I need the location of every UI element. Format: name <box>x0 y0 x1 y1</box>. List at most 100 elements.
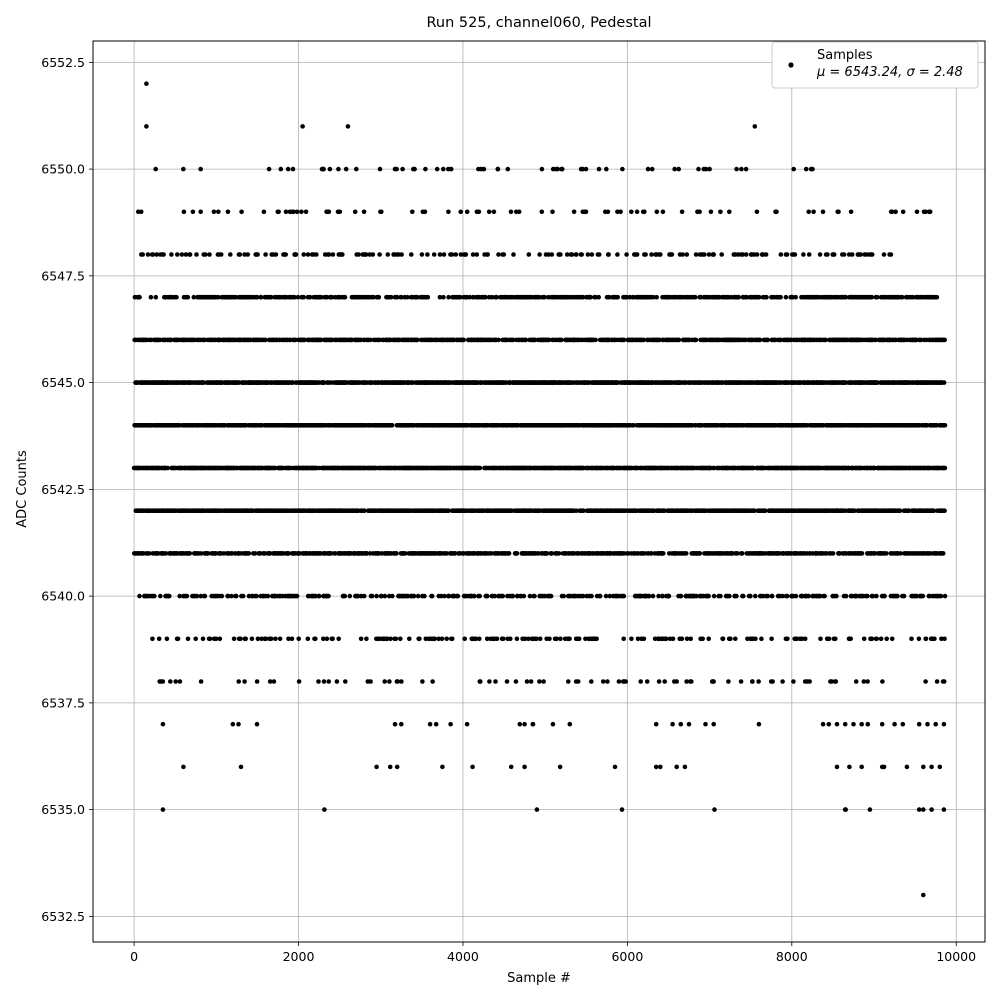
data-point <box>756 679 761 684</box>
data-point <box>833 636 838 642</box>
data-point <box>679 636 685 642</box>
data-point <box>830 551 836 556</box>
data-point <box>294 593 300 599</box>
data-point <box>603 593 609 599</box>
data-point <box>436 636 442 642</box>
data-point <box>656 679 662 684</box>
data-point <box>807 679 812 684</box>
data-point <box>706 636 711 642</box>
data-point <box>878 636 884 642</box>
data-point <box>576 636 582 642</box>
data-point <box>322 807 327 812</box>
data-point <box>638 679 643 684</box>
data-point <box>895 593 900 599</box>
data-point <box>510 593 516 599</box>
data-point <box>784 593 790 599</box>
data-point <box>296 636 302 642</box>
data-point <box>818 636 823 642</box>
data-point <box>662 508 667 513</box>
data-point <box>398 636 403 642</box>
data-point <box>631 423 636 428</box>
data-point <box>859 551 865 556</box>
data-point <box>506 551 512 556</box>
data-point <box>150 636 155 642</box>
data-point <box>661 551 666 556</box>
data-point <box>735 551 740 556</box>
data-point <box>566 679 571 684</box>
data-point <box>561 593 566 599</box>
data-point <box>198 679 204 684</box>
data-point <box>923 636 929 642</box>
data-point <box>583 636 588 642</box>
data-point <box>198 593 204 599</box>
data-point <box>485 593 490 599</box>
data-point <box>834 593 839 599</box>
data-point <box>605 679 610 684</box>
data-point <box>289 636 295 642</box>
data-point <box>394 551 399 556</box>
data-point <box>522 636 528 642</box>
data-point <box>514 636 520 642</box>
data-point <box>567 636 572 642</box>
data-point <box>901 593 907 599</box>
data-point <box>865 721 871 727</box>
data-point <box>865 593 870 599</box>
data-point <box>616 679 622 684</box>
data-point <box>537 636 543 642</box>
data-point <box>575 679 581 684</box>
data-point <box>920 593 926 599</box>
data-point <box>932 636 937 642</box>
data-point <box>884 551 889 556</box>
data-point <box>318 337 324 343</box>
data-point <box>243 636 248 642</box>
data-point <box>769 636 774 642</box>
data-point <box>374 593 379 599</box>
data-point <box>402 551 408 556</box>
data-point <box>168 337 174 343</box>
data-point <box>268 636 274 642</box>
data-point <box>446 593 452 599</box>
data-point <box>390 593 395 599</box>
data-point <box>263 337 268 343</box>
data-point <box>734 593 739 599</box>
chart-title: Run 525, channel060, Pedestal <box>426 15 651 31</box>
data-point <box>753 593 758 599</box>
data-point <box>389 423 395 428</box>
data-point <box>822 593 827 599</box>
data-point <box>861 636 867 642</box>
data-point <box>785 636 790 642</box>
data-point <box>940 551 946 556</box>
data-point <box>621 636 626 642</box>
data-point <box>160 679 166 684</box>
data-point <box>942 636 947 642</box>
data-point <box>473 636 479 642</box>
data-point <box>173 679 178 684</box>
data-point <box>752 508 757 513</box>
data-point <box>164 636 170 642</box>
data-point <box>484 636 490 642</box>
data-point <box>662 679 667 684</box>
data-point <box>528 679 534 684</box>
data-point <box>395 679 401 684</box>
data-point <box>417 636 422 642</box>
data-point <box>185 636 191 642</box>
data-point <box>526 636 531 642</box>
data-point <box>267 679 273 684</box>
data-point <box>504 679 510 684</box>
data-point <box>869 636 875 642</box>
data-point <box>439 593 444 599</box>
data-point <box>567 721 573 727</box>
data-point <box>254 679 260 684</box>
data-point <box>780 593 785 599</box>
data-point <box>193 636 198 642</box>
data-point <box>165 465 170 471</box>
data-point <box>650 593 656 599</box>
data-point <box>471 593 477 599</box>
data-point <box>236 679 241 684</box>
data-point <box>442 593 447 599</box>
data-point <box>175 636 181 642</box>
data-point <box>513 679 519 684</box>
data-point <box>765 593 770 599</box>
